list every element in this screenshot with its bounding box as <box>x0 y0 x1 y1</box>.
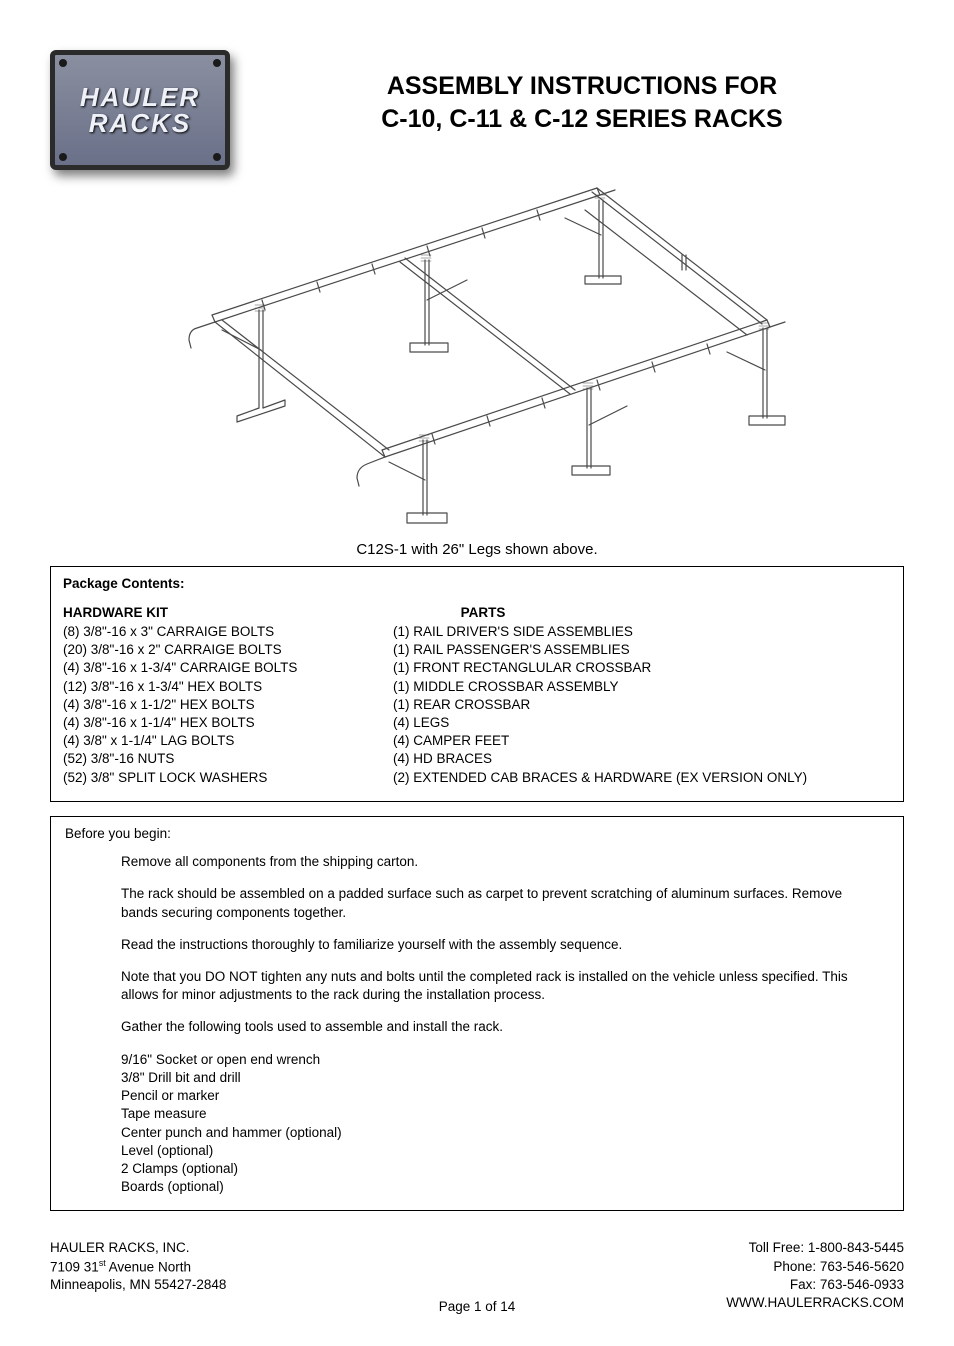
list-item: Pencil or marker <box>121 1087 881 1105</box>
parts-title: PARTS <box>393 604 573 622</box>
page-title: ASSEMBLY INSTRUCTIONS FOR C-10, C-11 & C… <box>260 70 904 135</box>
list-item: (4) 3/8"-16 x 1-1/2" HEX BOLTS <box>63 696 353 714</box>
parts-column: PARTS (1) RAIL DRIVER'S SIDE ASSEMBLIES(… <box>393 604 891 787</box>
logo-text-2: RACKS <box>89 110 191 136</box>
instruction-paragraph: Remove all components from the shipping … <box>121 853 881 871</box>
rack-diagram <box>50 170 904 535</box>
list-item: (2) EXTENDED CAB BRACES & HARDWARE (EX V… <box>393 769 891 787</box>
title-line-1: ASSEMBLY INSTRUCTIONS FOR <box>387 72 777 100</box>
hardware-kit-column: HARDWARE KIT (8) 3/8"-16 x 3" CARRAIGE B… <box>63 604 353 787</box>
before-heading: Before you begin: <box>65 825 891 843</box>
list-item: (1) REAR CROSSBAR <box>393 696 891 714</box>
instruction-paragraph: Gather the following tools used to assem… <box>121 1018 881 1036</box>
list-item: Center punch and hammer (optional) <box>121 1124 881 1142</box>
footer-right: Toll Free: 1-800-843-5445 Phone: 763-546… <box>726 1239 904 1312</box>
footer-web: WWW.HAULERRACKS.COM <box>726 1294 904 1312</box>
list-item: (4) HD BRACES <box>393 750 891 768</box>
instruction-paragraphs: Remove all components from the shipping … <box>121 853 881 1037</box>
tool-list: 9/16" Socket or open end wrench3/8" Dril… <box>121 1051 881 1197</box>
instruction-paragraph: The rack should be assembled on a padded… <box>121 885 881 921</box>
instruction-paragraph: Note that you DO NOT tighten any nuts an… <box>121 968 881 1004</box>
title-block: ASSEMBLY INSTRUCTIONS FOR C-10, C-11 & C… <box>260 50 904 135</box>
footer-phone: Phone: 763-546-5620 <box>726 1258 904 1276</box>
list-item: (20) 3/8"-16 x 2" CARRAIGE BOLTS <box>63 641 353 659</box>
figure-caption: C12S-1 with 26" Legs shown above. <box>50 540 904 560</box>
package-contents-heading: Package Contents: <box>63 575 891 593</box>
list-item: (52) 3/8"-16 NUTS <box>63 750 353 768</box>
instruction-paragraph: Read the instructions thoroughly to fami… <box>121 936 881 954</box>
list-item: (52) 3/8" SPLIT LOCK WASHERS <box>63 769 353 787</box>
list-item: (4) CAMPER FEET <box>393 732 891 750</box>
list-item: (1) RAIL PASSENGER'S ASSEMBLIES <box>393 641 891 659</box>
footer-fax: Fax: 763-546-0933 <box>726 1276 904 1294</box>
list-item: 9/16" Socket or open end wrench <box>121 1051 881 1069</box>
footer-left: HAULER RACKS, INC. 7109 31st Avenue Nort… <box>50 1239 226 1312</box>
rack-svg <box>167 170 787 530</box>
list-item: (4) 3/8"-16 x 1-3/4" CARRAIGE BOLTS <box>63 659 353 677</box>
list-item: (1) RAIL DRIVER'S SIDE ASSEMBLIES <box>393 623 891 641</box>
title-line-2: C-10, C-11 & C-12 SERIES RACKS <box>381 105 783 133</box>
footer-citystate: Minneapolis, MN 55427-2848 <box>50 1276 226 1294</box>
logo-text-1: HAULER <box>80 84 200 110</box>
list-item: (12) 3/8"-16 x 1-3/4" HEX BOLTS <box>63 678 353 696</box>
list-item: Level (optional) <box>121 1142 881 1160</box>
hardware-list: (8) 3/8"-16 x 3" CARRAIGE BOLTS(20) 3/8"… <box>63 623 353 787</box>
list-item: Tape measure <box>121 1105 881 1123</box>
list-item: 2 Clamps (optional) <box>121 1160 881 1178</box>
list-item: (1) MIDDLE CROSSBAR ASSEMBLY <box>393 678 891 696</box>
list-item: (4) LEGS <box>393 714 891 732</box>
package-contents-box: Package Contents: HARDWARE KIT (8) 3/8"-… <box>50 566 904 801</box>
list-item: (4) 3/8"-16 x 1-1/4" HEX BOLTS <box>63 714 353 732</box>
list-item: (1) FRONT RECTANGLULAR CROSSBAR <box>393 659 891 677</box>
header-row: HAULER RACKS ASSEMBLY INSTRUCTIONS FOR C… <box>50 50 904 170</box>
logo: HAULER RACKS <box>50 50 230 170</box>
parts-list: (1) RAIL DRIVER'S SIDE ASSEMBLIES(1) RAI… <box>393 623 891 787</box>
list-item: 3/8" Drill bit and drill <box>121 1069 881 1087</box>
list-item: Boards (optional) <box>121 1178 881 1196</box>
footer-tollfree: Toll Free: 1-800-843-5445 <box>726 1239 904 1257</box>
footer-address: 7109 31st Avenue North <box>50 1258 226 1277</box>
instructions-block: Remove all components from the shipping … <box>121 853 881 1196</box>
list-item: (4) 3/8" x 1-1/4" LAG BOLTS <box>63 732 353 750</box>
hardware-kit-title: HARDWARE KIT <box>63 604 353 622</box>
footer-company: HAULER RACKS, INC. <box>50 1239 226 1257</box>
before-you-begin-box: Before you begin: Remove all components … <box>50 816 904 1212</box>
list-item: (8) 3/8"-16 x 3" CARRAIGE BOLTS <box>63 623 353 641</box>
